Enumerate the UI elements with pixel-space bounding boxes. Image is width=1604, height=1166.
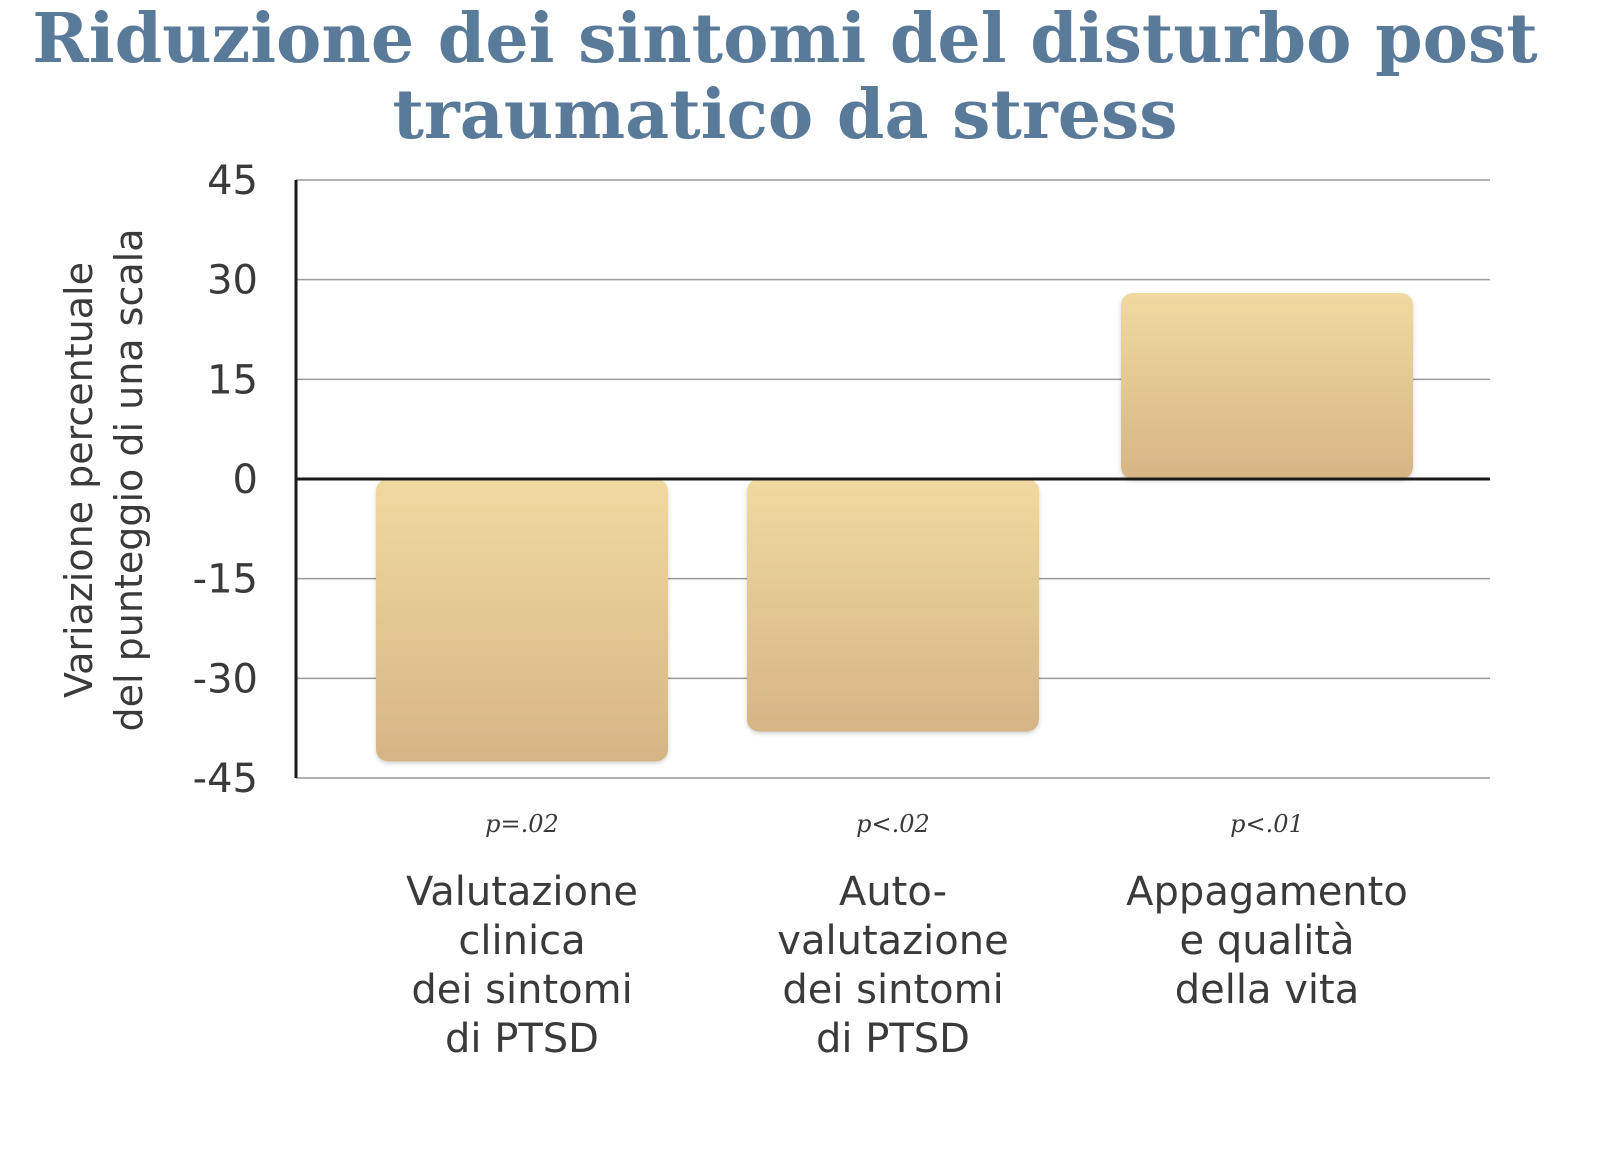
y-tick-label: 0 [233, 457, 258, 503]
chart-title-line-1: Riduzione dei sintomi del disturbo post [32, 0, 1538, 79]
y-tick-label: 15 [207, 357, 258, 403]
bar-2 [747, 479, 1039, 732]
bar-3 [1121, 292, 1413, 479]
chart-title: Riduzione dei sintomi del disturbo postt… [32, 0, 1538, 155]
category-label-1-line-3: dei sintomi [411, 967, 632, 1013]
category-label-2-line-1: Auto- [839, 869, 947, 915]
y-tick-label: -15 [193, 557, 258, 603]
p-value-3: p<.01 [1230, 810, 1304, 838]
category-label-1-line-1: Valutazione [406, 869, 638, 915]
y-tick-label: 30 [207, 258, 258, 304]
bar-1 [376, 479, 668, 762]
axes [294, 180, 1490, 778]
category-label-3-line-1: Appagamento [1126, 869, 1408, 915]
chart-title-line-2: traumatico da stress [392, 75, 1177, 155]
y-axis-label: Variazione percentuale del punteggio di u… [57, 229, 151, 732]
category-label-2-line-4: di PTSD [816, 1016, 970, 1062]
category-label-2-line-2: valutazione [777, 918, 1008, 964]
category-label-3-line-2: e qualità [1180, 918, 1355, 964]
category-label-1-line-2: clinica [458, 918, 585, 964]
y-axis-ticks: 45 30 15 0 -15 -30 -45 [193, 158, 258, 802]
category-label-3-line-3: della vita [1175, 967, 1359, 1013]
bars [376, 292, 1413, 762]
category-label-1-line-4: di PTSD [445, 1016, 599, 1062]
y-tick-label: 45 [207, 158, 258, 204]
p-value-2: p<.02 [856, 810, 930, 838]
y-axis-label-line-2: del punteggio di una scala [107, 229, 151, 732]
category-label-2-line-3: dei sintomi [782, 967, 1003, 1013]
p-value-1: p=.02 [485, 810, 559, 838]
y-axis-label-line-1: Variazione percentuale [57, 262, 101, 698]
y-tick-label: -45 [193, 756, 258, 802]
p-values: p=.02 p<.02 p<.01 [485, 810, 1304, 838]
y-tick-label: -30 [193, 656, 258, 702]
